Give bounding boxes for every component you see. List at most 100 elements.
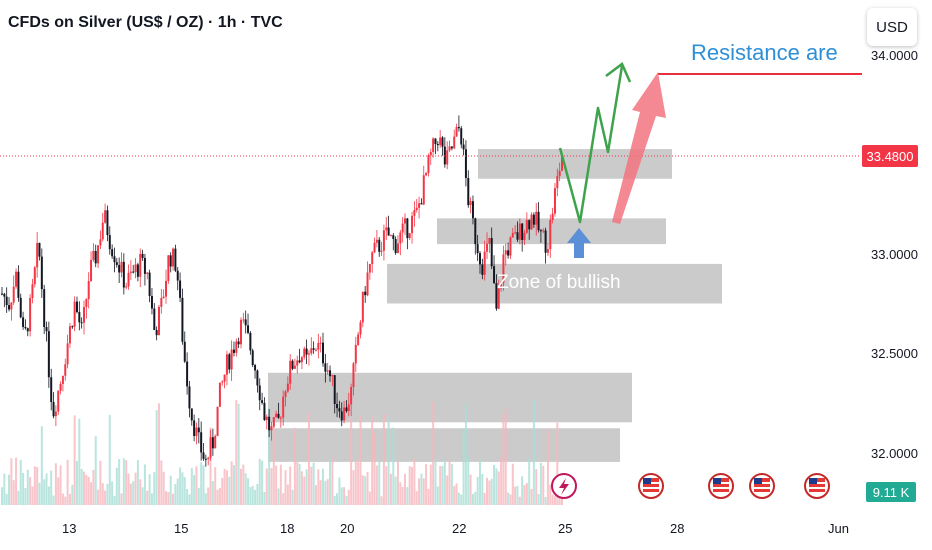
candle-body: [422, 175, 425, 205]
volume-bar: [75, 461, 78, 505]
volume-bar: [104, 490, 107, 505]
candle-body: [312, 348, 315, 350]
candle-body: [481, 264, 484, 275]
volume-bar: [232, 465, 235, 505]
volume-bar: [509, 494, 512, 505]
volume-bar: [434, 460, 437, 505]
candle-body: [125, 286, 128, 288]
volume-bar: [436, 486, 439, 505]
volume-bar: [413, 458, 416, 505]
currency-button[interactable]: USD: [867, 8, 917, 46]
volume-bar: [165, 491, 168, 505]
candle-body: [202, 452, 205, 459]
volume-bar: [92, 469, 95, 505]
x-tick-label: 28: [670, 521, 684, 536]
red-up-arrow: [612, 72, 666, 224]
candle-body: [38, 242, 41, 257]
candle-body: [3, 293, 6, 297]
candle-body: [415, 207, 418, 210]
volume-bar: [408, 466, 411, 505]
candle-body: [15, 271, 18, 287]
volume-bar: [404, 473, 407, 505]
candle-body: [467, 177, 470, 206]
blue-up-arrow: [567, 228, 591, 258]
candle-body: [272, 417, 275, 427]
volume-bar: [40, 426, 43, 505]
volume-bar: [286, 484, 289, 505]
volume-bar: [460, 494, 463, 505]
candle-body: [256, 370, 259, 386]
candle-body: [165, 280, 168, 297]
volume-bar: [277, 488, 280, 505]
candle-body: [535, 211, 538, 225]
volume-bar: [523, 485, 526, 505]
candle-body: [249, 332, 252, 351]
candle-body: [193, 420, 196, 437]
candle-body: [87, 281, 90, 300]
candle-body: [521, 223, 524, 241]
us-flag-icon[interactable]: [638, 473, 664, 499]
volume-bar: [322, 468, 325, 505]
volume-bar: [139, 479, 142, 505]
candle-body: [52, 402, 55, 417]
price-axis[interactable]: 34.0000 33.0000 32.5000 32.0000: [871, 48, 918, 461]
us-flag-icon[interactable]: [804, 473, 830, 499]
candle-body: [408, 233, 411, 239]
candle-body: [247, 325, 250, 333]
candle-body: [97, 245, 100, 264]
candle-body: [31, 284, 34, 298]
volume-bar: [64, 496, 67, 505]
price-zone: [387, 263, 722, 304]
volume-bar: [406, 487, 409, 505]
candle-body: [75, 301, 78, 313]
volume-bar: [546, 429, 549, 505]
volume-bar: [216, 489, 219, 505]
volume-bar: [160, 460, 163, 505]
candle-body: [361, 291, 364, 323]
candle-body: [64, 364, 67, 376]
volume-bar: [530, 488, 533, 505]
us-flag-icon[interactable]: [749, 473, 775, 499]
candle-body: [244, 319, 247, 326]
volume-bar: [251, 485, 254, 505]
candle-body: [432, 138, 435, 152]
candle-body: [478, 253, 481, 265]
candle-body: [68, 326, 71, 344]
candle-body: [305, 348, 308, 355]
candle-body: [385, 227, 388, 231]
volume-bar: [272, 411, 275, 505]
candle-body: [490, 238, 493, 267]
volume-bar: [209, 427, 212, 505]
volume-bar: [511, 463, 514, 505]
volume-bar: [188, 494, 191, 505]
volume-bar: [289, 466, 292, 505]
candle-body: [282, 396, 285, 418]
volume-bar: [368, 491, 371, 505]
candle-body: [425, 173, 428, 176]
volume-bar: [90, 482, 93, 505]
lightning-event-icon[interactable]: [551, 473, 577, 499]
us-flag-icon[interactable]: [708, 473, 734, 499]
volume-tag: 9.11 K: [866, 482, 916, 502]
candle-body: [462, 144, 465, 150]
candle-body: [92, 250, 95, 260]
volume-bar: [357, 462, 360, 505]
volume-bar: [190, 468, 193, 505]
volume-bar: [464, 403, 467, 505]
volume-bar: [385, 466, 388, 505]
candle-body: [115, 262, 118, 265]
volume-bar: [181, 472, 184, 505]
candle-body: [350, 387, 353, 405]
candle-body: [275, 413, 278, 418]
volume-bar: [314, 485, 317, 505]
candle-body: [413, 209, 416, 216]
volume-bar: [378, 461, 381, 505]
volume-bar: [258, 458, 261, 505]
volume-bars: [1, 399, 563, 505]
candle-body: [33, 267, 36, 285]
volume-bar: [310, 466, 313, 505]
time-axis[interactable]: 13 15 18 20 22 25 28 Jun: [62, 521, 849, 536]
candle-body: [476, 244, 479, 254]
volume-bar: [17, 490, 20, 505]
